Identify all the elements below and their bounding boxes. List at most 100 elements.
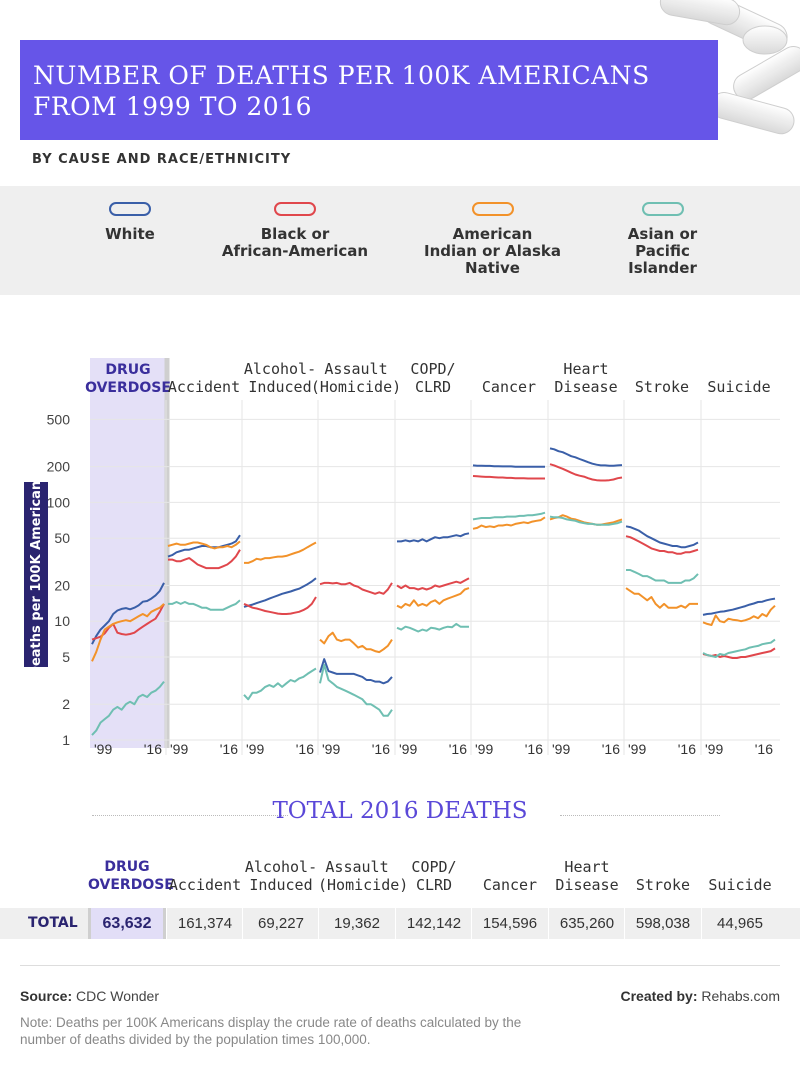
series-line	[319, 658, 393, 685]
totals-col-header: DRUG OVERDOSE	[88, 859, 174, 893]
page-title: NUMBER OF DEATHS PER 100K AMERICANS FROM…	[33, 61, 650, 121]
totals-row: TOTAL 63,632 161,374 69,227 19,362 142,142 15…	[0, 908, 800, 939]
legend-label-asian: Asian or Pacific Islander	[627, 225, 698, 277]
totals-value: 142,142	[406, 915, 462, 932]
series-line	[396, 622, 469, 633]
y-tick-label: 100	[47, 494, 71, 510]
x-tick-label: '99	[170, 741, 188, 757]
y-tick-label: 2	[62, 696, 70, 712]
series-line	[472, 464, 545, 468]
legend-item-white: White	[80, 202, 180, 243]
pills-illustration	[659, 0, 800, 135]
series-line	[702, 597, 776, 616]
totals-value: 44,965	[717, 915, 763, 932]
series-line	[167, 540, 241, 550]
title-banner: NUMBER OF DEATHS PER 100K AMERICANS FROM…	[20, 40, 718, 140]
panel-title: Suicide	[707, 378, 770, 396]
series-line	[243, 667, 317, 701]
series-line	[626, 569, 699, 584]
totals-value: 161,374	[177, 915, 233, 932]
totals-header: DRUG OVERDOSE Accident Alcohol- Induced Ass…	[0, 858, 800, 898]
totals-col-header: Suicide	[708, 876, 772, 894]
y-axis-label: Deaths per 100K Americans	[29, 473, 44, 677]
panel-title: Accident	[168, 378, 240, 396]
series-line	[549, 447, 623, 467]
series-line	[91, 680, 165, 736]
legend-label-white: White	[105, 225, 155, 243]
legend-item-black: Black or African-American	[205, 202, 385, 260]
totals-row-label: TOTAL	[28, 915, 78, 931]
panel-title: Heart Disease	[554, 360, 617, 396]
totals-col-header: Accident	[168, 876, 242, 894]
series-line	[625, 525, 699, 549]
series-line	[396, 587, 470, 609]
series-line	[702, 638, 776, 658]
x-tick-label: '16	[144, 741, 162, 757]
totals-col-header: Heart Disease	[555, 858, 619, 894]
divider-right	[560, 815, 720, 816]
totals-value: 69,227	[258, 915, 304, 932]
x-tick-label: '16	[525, 741, 543, 757]
legend-swatch-aian	[471, 202, 514, 216]
totals-value: 154,596	[482, 915, 538, 932]
legend-swatch-white	[109, 202, 151, 216]
x-tick-label: '16	[220, 741, 238, 757]
legend-item-asian: Asian or Pacific Islander	[605, 202, 720, 277]
x-tick-label: '99	[628, 741, 646, 757]
credit: Created by: Rehabs.com	[620, 988, 780, 1004]
series-line	[625, 587, 698, 609]
totals-col-header: Alcohol- Induced	[244, 858, 318, 894]
totals-col-header: COPD/ CLRD	[411, 858, 457, 894]
x-tick-label: '99	[705, 741, 723, 757]
panel-title: Stroke	[635, 378, 689, 396]
divider-left	[92, 815, 288, 816]
x-tick-label: '16	[755, 741, 773, 757]
series-line	[472, 511, 546, 521]
series-line	[625, 535, 699, 555]
legend-swatch-black	[274, 202, 316, 216]
x-tick-label: '99	[322, 741, 340, 757]
totals-value: 19,362	[334, 915, 380, 932]
series-line	[702, 604, 776, 626]
totals-value: 598,038	[635, 915, 691, 932]
series-line	[397, 532, 470, 543]
x-tick-label: '16	[602, 741, 620, 757]
credit-label: Created by:	[620, 988, 698, 1004]
x-tick-label: '16	[372, 741, 390, 757]
totals-separator	[395, 908, 396, 939]
source-value: CDC Wonder	[76, 988, 160, 1004]
x-tick-label: '99	[475, 741, 493, 757]
series-line	[168, 549, 241, 570]
footer-divider	[20, 965, 780, 966]
credit-value: Rehabs.com	[701, 988, 780, 1004]
legend-label-aian: American Indian or Alaska Native	[424, 225, 561, 277]
series-line	[319, 581, 393, 595]
highlight-panel-bg	[90, 358, 166, 748]
source: Source: CDC Wonder	[20, 988, 159, 1004]
totals-separator	[548, 908, 549, 939]
footnote: Note: Deaths per 100K Americans display …	[20, 1015, 522, 1047]
totals-separator	[701, 908, 702, 939]
y-tick-label: 10	[54, 613, 70, 629]
totals-col-header: Cancer	[482, 876, 538, 894]
series-line	[549, 515, 623, 526]
legend-label-black: Black or African-American	[221, 225, 369, 260]
y-tick-label: 200	[47, 459, 71, 475]
series-line	[472, 475, 545, 480]
totals-separator	[318, 908, 319, 939]
series-line	[243, 596, 317, 615]
y-tick-label: 50	[54, 530, 70, 546]
series-line	[167, 534, 241, 558]
panel-title: Assault (Homicide)	[311, 360, 401, 396]
series-line	[396, 577, 470, 591]
x-tick-label: '16	[678, 741, 696, 757]
series-line	[91, 582, 165, 645]
x-tick-label: '99	[399, 741, 417, 757]
legend: White Black or African-American American…	[0, 186, 800, 295]
panel-title: Cancer	[482, 378, 536, 396]
subtitle: BY CAUSE AND RACE/ETHNICITY	[32, 152, 292, 167]
y-tick-label: 5	[62, 649, 70, 665]
panel-title: Alcohol-Induced	[244, 360, 316, 396]
x-tick-label: '99	[552, 741, 570, 757]
totals-value: 635,260	[559, 915, 615, 932]
